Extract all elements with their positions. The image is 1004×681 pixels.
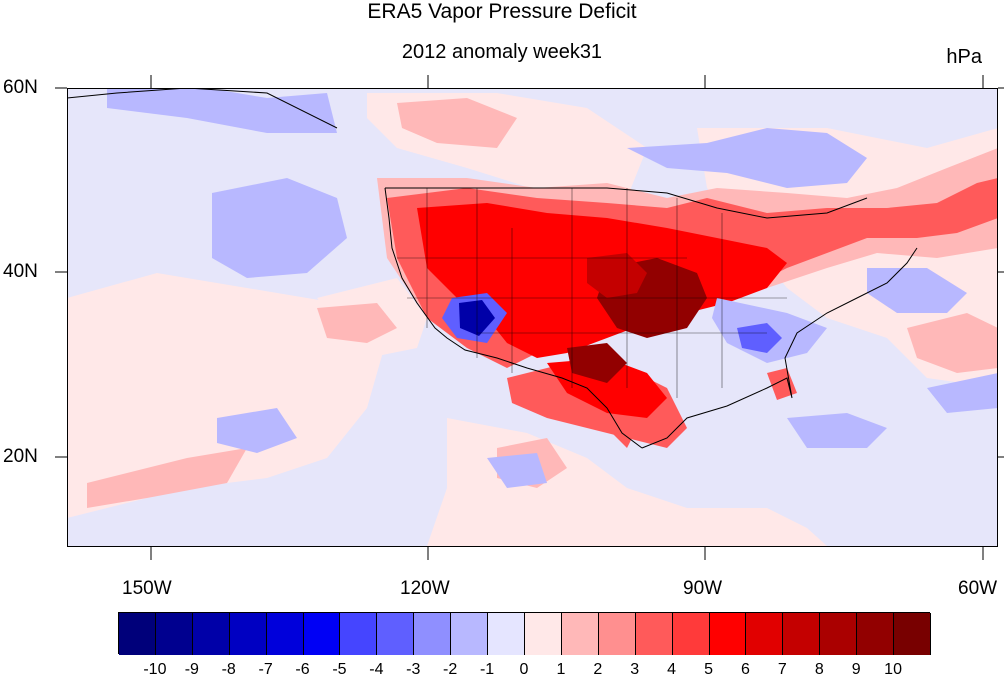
map-border xyxy=(67,88,998,547)
colorbar-tick-label: -7 xyxy=(258,661,273,678)
colorbar-tick-label: -6 xyxy=(295,661,310,678)
state-borders xyxy=(397,188,787,398)
colorbar-tick-label: -5 xyxy=(332,661,347,678)
colorbar-swatch xyxy=(672,613,710,655)
colorbar-tick-label: 2 xyxy=(593,661,603,678)
colorbar-swatch xyxy=(561,613,599,655)
lat-label-60n: 60N xyxy=(3,77,38,98)
colorbar-tick-label: 7 xyxy=(777,661,787,678)
lon-label-60w: 60W xyxy=(958,578,998,599)
colorbar-swatch xyxy=(783,613,821,655)
figure-title: ERA5 Vapor Pressure Deficit xyxy=(367,0,637,23)
lat-label-20n: 20N xyxy=(3,446,38,467)
lon-label-120w: 120W xyxy=(400,578,450,599)
colorbar-swatch xyxy=(746,613,784,655)
colorbar-swatch xyxy=(266,613,304,655)
colorbar-tick-label: 1 xyxy=(556,661,566,678)
colorbar-tick-label: -1 xyxy=(479,661,495,678)
colorbar-swatch xyxy=(377,613,415,655)
colorbar-tick-label: 3 xyxy=(630,661,640,678)
dark-red-core xyxy=(587,253,647,298)
colorbar-tick-label: -8 xyxy=(221,661,236,678)
coastlines xyxy=(67,88,918,449)
colorbar-tick-label: -9 xyxy=(184,661,199,678)
colorbar-swatch xyxy=(451,613,489,655)
colorbar-swatch xyxy=(820,613,858,655)
anomaly-map xyxy=(67,88,998,547)
units-label: hPa xyxy=(946,46,982,68)
lon-label-90w: 90W xyxy=(683,578,723,599)
colorbar-tick-label: 0 xyxy=(519,661,529,678)
lat-label-40n: 40N xyxy=(3,261,38,282)
colorbar-swatch xyxy=(303,613,341,655)
colorbar xyxy=(118,612,931,655)
colorbar-tick-label: 4 xyxy=(667,661,677,678)
colorbar-tick-label: -2 xyxy=(443,661,458,678)
colorbar-swatch xyxy=(857,613,895,655)
colorbar-tick-label: 5 xyxy=(704,661,713,678)
colorbar-swatch xyxy=(525,613,562,655)
colorbar-swatch xyxy=(894,613,931,655)
colorbar-tick-label: 8 xyxy=(814,661,824,678)
colorbar-swatch xyxy=(155,613,193,655)
colorbar-tick-label: -4 xyxy=(369,661,384,678)
colorbar-swatch xyxy=(414,613,452,655)
colorbar-swatch xyxy=(709,613,747,655)
lon-label-150w: 150W xyxy=(122,578,172,599)
colorbar-tick-label: -3 xyxy=(406,661,421,678)
colorbar-tick-label: 9 xyxy=(851,661,861,678)
colorbar-tick-label: 10 xyxy=(884,661,902,678)
colorbar-swatch xyxy=(598,613,636,655)
colorbar-tick-label: -10 xyxy=(143,661,167,678)
colorbar-swatch xyxy=(119,613,156,655)
colorbar-swatch xyxy=(229,613,267,655)
colorbar-swatch xyxy=(635,613,673,655)
figure-subtitle: 2012 anomaly week31 xyxy=(401,41,603,63)
colorbar-swatch xyxy=(488,613,525,655)
colorbar-swatch xyxy=(340,613,378,655)
colorbar-swatch xyxy=(192,613,230,655)
colorbar-tick-label: 6 xyxy=(741,661,750,678)
